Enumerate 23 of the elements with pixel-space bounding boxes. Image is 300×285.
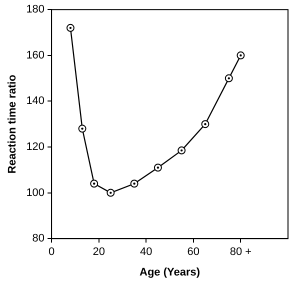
y-tick-label: 80 [32, 232, 45, 245]
x-tick-label: 0 [48, 246, 55, 258]
point [201, 120, 210, 128]
x-tick-label: 80 + [230, 246, 252, 258]
y-tick-label: 180 [26, 4, 45, 16]
y-tick-label: 120 [26, 141, 45, 154]
y-tick-label: 100 [26, 186, 45, 199]
point [66, 24, 74, 32]
x-axis-title: Age (Years) [140, 266, 200, 278]
y-axis-title: Reaction time ratio [6, 74, 19, 174]
y-tick-label: 160 [26, 49, 45, 62]
point [78, 124, 86, 133]
point [236, 51, 245, 60]
point [106, 188, 115, 197]
point [224, 74, 233, 82]
y-tick-label: 140 [26, 95, 45, 108]
point [178, 146, 186, 154]
point [90, 180, 98, 188]
x-tick-label: 20 [92, 246, 105, 258]
point [130, 180, 138, 188]
x-tick-label: 40 [140, 246, 152, 258]
point [154, 164, 162, 172]
x-tick-label: 60 [187, 246, 200, 258]
